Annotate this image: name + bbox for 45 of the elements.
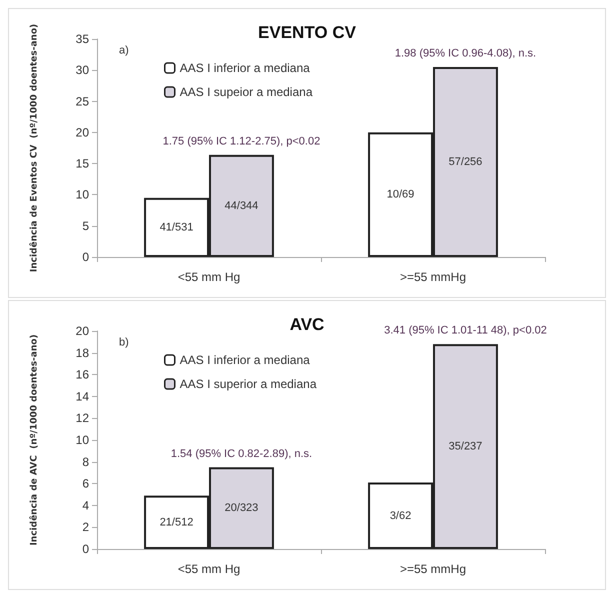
data-label: 21/512	[160, 516, 194, 528]
annotation: 1.54 (95% IC 0.82-2.89), n.s.	[170, 448, 312, 460]
y-tick-label: 20	[76, 324, 90, 338]
y-tick-label: 4	[82, 498, 90, 512]
annotation: a)	[119, 44, 129, 56]
annotation: b)	[119, 336, 129, 348]
y-tick-label: 10	[76, 188, 90, 202]
y-tick-label: 0	[82, 250, 90, 264]
y-tick-label: 25	[76, 94, 90, 108]
y-axis-title: Incidência de AVC (nº/1000 doentes-ano)	[28, 334, 40, 546]
data-label: 35/237	[448, 440, 482, 453]
y-tick-label: 30	[76, 63, 90, 78]
legend-label: AAS I inferior a mediana	[180, 353, 310, 367]
y-tick-label: 12	[76, 411, 90, 426]
annotation: 1.98 (95% IC 0.96-4.08), n.s.	[394, 48, 536, 60]
y-tick-label: 35	[76, 32, 90, 46]
y-tick-label: 15	[76, 156, 90, 171]
legend-label: AAS I inferior a mediana	[180, 61, 310, 75]
data-label: 41/531	[160, 221, 194, 234]
y-tick-label: 16	[76, 368, 90, 382]
y-tick-label: 20	[76, 125, 90, 140]
x-tick-label: <55 mm Hg	[178, 270, 240, 284]
legend-label: AAS I supeior a mediana	[180, 85, 313, 99]
y-tick-label: 18	[76, 346, 90, 360]
legend-label: AAS I superior a mediana	[180, 377, 317, 391]
x-tick-label: >=55 mmHg	[400, 562, 466, 576]
data-label: 20/323	[224, 502, 258, 514]
x-tick-label: >=55 mmHg	[400, 270, 466, 284]
y-tick-label: 2	[82, 520, 90, 534]
y-tick-label: 0	[82, 542, 90, 556]
data-label: 10/69	[386, 188, 414, 201]
y-tick-label: 8	[82, 454, 90, 469]
data-label: 3/62	[390, 510, 412, 522]
data-label: 57/256	[448, 156, 482, 168]
y-tick-label: 5	[82, 218, 90, 233]
x-tick-label: <55 mm Hg	[178, 562, 240, 576]
y-tick-label: 14	[76, 389, 90, 404]
y-axis-title: Incidência de Eventos CV (nº/1000 doentes-ano)	[28, 24, 40, 272]
y-tick-label: 10	[76, 433, 90, 447]
chart-title: AVC	[290, 315, 324, 334]
annotation: 3.41 (95% IC 1.01-11 48), p<0.02	[384, 324, 547, 337]
data-label: 44/344	[224, 200, 258, 212]
y-tick-label: 6	[82, 476, 90, 491]
chart-title: EVENTO CV	[258, 23, 357, 42]
annotation: 1.75 (95% IC 1.12-2.75), p<0.02	[162, 135, 320, 148]
